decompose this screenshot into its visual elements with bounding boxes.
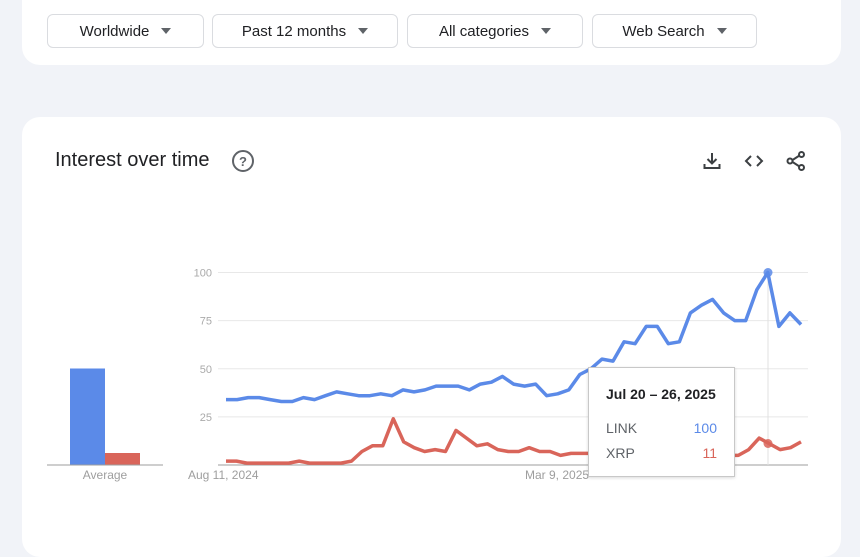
x-tick-label: Mar 9, 2025 (525, 468, 589, 482)
svg-text:100: 100 (194, 268, 212, 280)
share-button[interactable] (784, 149, 808, 173)
dropdown-caret-icon (161, 28, 172, 34)
filters-bar: Worldwide Past 12 months All categories … (22, 0, 841, 65)
embed-icon (744, 155, 764, 167)
average-bar-link (70, 368, 105, 465)
hover-point-xrp (763, 439, 773, 448)
category-filter[interactable]: All categories (407, 14, 583, 48)
location-filter[interactable]: Worldwide (47, 14, 204, 48)
average-label: Average (83, 468, 128, 482)
tooltip-label: XRP (606, 445, 635, 461)
search-type-filter-label: Web Search (622, 22, 705, 40)
download-button[interactable] (700, 149, 724, 173)
share-icon (786, 151, 805, 171)
dropdown-caret-icon (541, 28, 552, 34)
time-range-filter-label: Past 12 months (241, 22, 347, 40)
tooltip-date: Jul 20 – 26, 2025 (606, 386, 716, 402)
average-bar-xrp (105, 453, 140, 465)
svg-text:75: 75 (200, 316, 212, 328)
embed-button[interactable] (742, 149, 766, 173)
search-type-filter[interactable]: Web Search (592, 14, 757, 48)
tooltip-row-link: LINK 100 (606, 420, 717, 436)
interest-over-time-card: Interest over time ? (22, 117, 841, 557)
help-icon[interactable]: ? (232, 150, 254, 172)
tooltip-value: 100 (693, 420, 717, 436)
y-axis-ticks: 25 50 75 100 (194, 268, 212, 424)
location-filter-label: Worldwide (79, 22, 150, 40)
svg-text:50: 50 (200, 364, 212, 376)
dropdown-caret-icon (358, 28, 369, 34)
time-range-filter[interactable]: Past 12 months (212, 14, 398, 48)
tooltip-row-xrp: XRP 11 (606, 445, 717, 461)
x-tick-label: Aug 11, 2024 (188, 468, 259, 482)
tooltip-label: LINK (606, 420, 638, 436)
average-chart: Average (47, 368, 163, 482)
category-filter-label: All categories (438, 22, 530, 40)
chart-tooltip: Jul 20 – 26, 2025 LINK 100 XRP 11 (588, 367, 735, 477)
download-icon (703, 153, 721, 169)
dropdown-caret-icon (716, 28, 727, 34)
hover-point-link (763, 268, 773, 277)
svg-text:25: 25 (200, 412, 212, 424)
link-series-line[interactable] (226, 270, 803, 404)
tooltip-value: 11 (702, 445, 717, 461)
card-title: Interest over time (55, 149, 210, 171)
